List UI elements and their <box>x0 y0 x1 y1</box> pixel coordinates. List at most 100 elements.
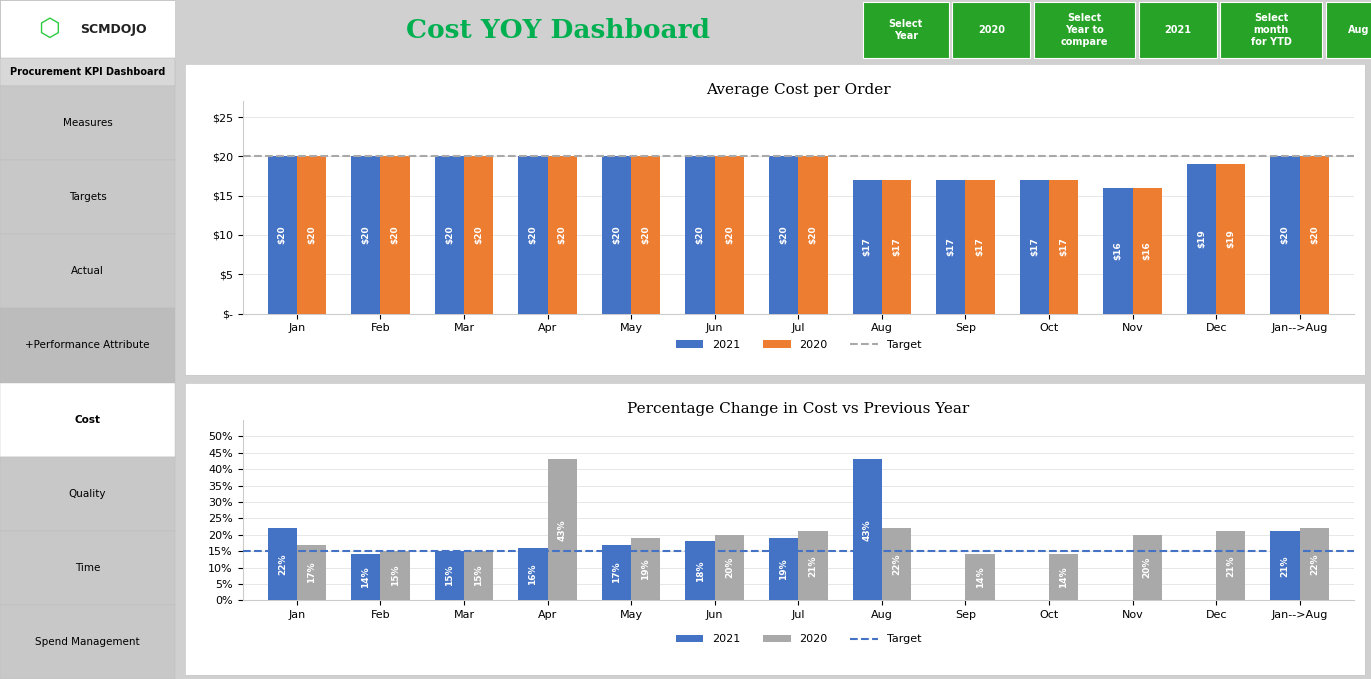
Bar <box>686 541 714 600</box>
Text: 43%: 43% <box>558 519 566 540</box>
Text: 20%: 20% <box>725 557 733 579</box>
Bar <box>381 551 410 600</box>
Text: $16: $16 <box>1142 241 1152 260</box>
Text: $20: $20 <box>779 225 788 244</box>
Text: $17: $17 <box>1060 238 1068 256</box>
Bar <box>267 528 298 600</box>
Bar <box>631 538 661 600</box>
Bar <box>0 86 175 160</box>
Bar <box>965 180 995 314</box>
Bar <box>769 156 798 314</box>
Bar <box>1300 528 1328 600</box>
Text: $20: $20 <box>528 225 537 244</box>
Bar <box>602 545 631 600</box>
Text: $20: $20 <box>474 225 483 244</box>
Bar <box>547 460 577 600</box>
Text: 17%: 17% <box>611 562 621 583</box>
Bar <box>1104 188 1132 314</box>
Bar <box>631 156 661 314</box>
Title: Average Cost per Order: Average Cost per Order <box>706 84 891 97</box>
Bar <box>862 3 949 58</box>
Legend: 2021, 2020, Target: 2021, 2020, Target <box>672 336 925 354</box>
Bar <box>853 460 882 600</box>
Bar <box>965 555 995 600</box>
Bar <box>1034 3 1135 58</box>
Text: Measures: Measures <box>63 118 112 128</box>
Text: 22%: 22% <box>278 553 287 575</box>
Text: $20: $20 <box>809 225 817 244</box>
Text: 2020: 2020 <box>978 25 1005 35</box>
Text: $20: $20 <box>446 225 454 244</box>
Text: 20%: 20% <box>1142 557 1152 579</box>
Text: 22%: 22% <box>893 553 901 575</box>
Bar <box>463 156 494 314</box>
Text: $17: $17 <box>862 238 872 256</box>
Text: $19: $19 <box>1197 230 1206 249</box>
Bar <box>1139 3 1216 58</box>
Bar <box>1271 156 1300 314</box>
Text: $17: $17 <box>946 238 956 256</box>
Text: $20: $20 <box>1281 225 1290 244</box>
Bar <box>1049 555 1078 600</box>
Text: +Performance Attribute: +Performance Attribute <box>25 340 149 350</box>
Bar <box>1300 156 1328 314</box>
Bar <box>0 456 175 531</box>
Text: $20: $20 <box>558 225 566 244</box>
Text: Cost YOY Dashboard: Cost YOY Dashboard <box>406 18 710 43</box>
Text: 19%: 19% <box>642 558 650 580</box>
Text: Quality: Quality <box>69 489 106 498</box>
Text: 21%: 21% <box>809 555 817 576</box>
Text: Select
month
for YTD: Select month for YTD <box>1250 14 1291 47</box>
Bar <box>381 156 410 314</box>
Text: 16%: 16% <box>528 564 537 585</box>
Text: Cost: Cost <box>74 415 100 424</box>
Text: $20: $20 <box>695 225 705 244</box>
Bar <box>298 545 326 600</box>
Bar <box>1049 180 1078 314</box>
Text: $20: $20 <box>611 225 621 244</box>
Bar <box>882 528 912 600</box>
Text: $19: $19 <box>1226 230 1235 249</box>
Bar <box>0 382 175 456</box>
Text: $17: $17 <box>893 238 901 256</box>
Bar <box>0 308 175 382</box>
Text: $20: $20 <box>307 225 317 244</box>
Text: 21%: 21% <box>1226 555 1235 576</box>
Bar <box>1132 188 1161 314</box>
Text: $20: $20 <box>362 225 370 244</box>
Text: ⬡: ⬡ <box>38 17 60 41</box>
Bar <box>1132 535 1161 600</box>
Text: 43%: 43% <box>862 519 872 540</box>
Bar <box>714 156 744 314</box>
Text: Aug: Aug <box>1348 25 1370 35</box>
Text: $20: $20 <box>642 225 650 244</box>
Bar <box>1216 532 1245 600</box>
Text: $20: $20 <box>278 225 287 244</box>
Bar <box>769 538 798 600</box>
Text: SCMDOJO: SCMDOJO <box>81 22 147 35</box>
Text: 15%: 15% <box>474 565 483 587</box>
Text: 22%: 22% <box>1309 553 1319 575</box>
Bar <box>435 156 463 314</box>
Text: Select
Year: Select Year <box>888 19 923 41</box>
Title: Percentage Change in Cost vs Previous Year: Percentage Change in Cost vs Previous Ye… <box>627 402 969 416</box>
Bar <box>853 180 882 314</box>
Bar <box>1326 3 1371 58</box>
Bar <box>882 180 912 314</box>
Text: Procurement KPI Dashboard: Procurement KPI Dashboard <box>10 67 165 77</box>
Bar <box>936 180 965 314</box>
Bar <box>1216 164 1245 314</box>
Bar <box>0 0 175 58</box>
Text: $20: $20 <box>391 225 399 244</box>
Text: 17%: 17% <box>307 562 317 583</box>
Text: $17: $17 <box>1030 238 1039 256</box>
Bar <box>1187 164 1216 314</box>
Bar <box>518 156 547 314</box>
Bar <box>798 532 828 600</box>
Bar <box>798 156 828 314</box>
Text: Actual: Actual <box>71 266 104 276</box>
Text: 19%: 19% <box>779 558 788 580</box>
Bar <box>714 535 744 600</box>
Text: Spend Management: Spend Management <box>36 637 140 647</box>
Bar <box>0 605 175 679</box>
